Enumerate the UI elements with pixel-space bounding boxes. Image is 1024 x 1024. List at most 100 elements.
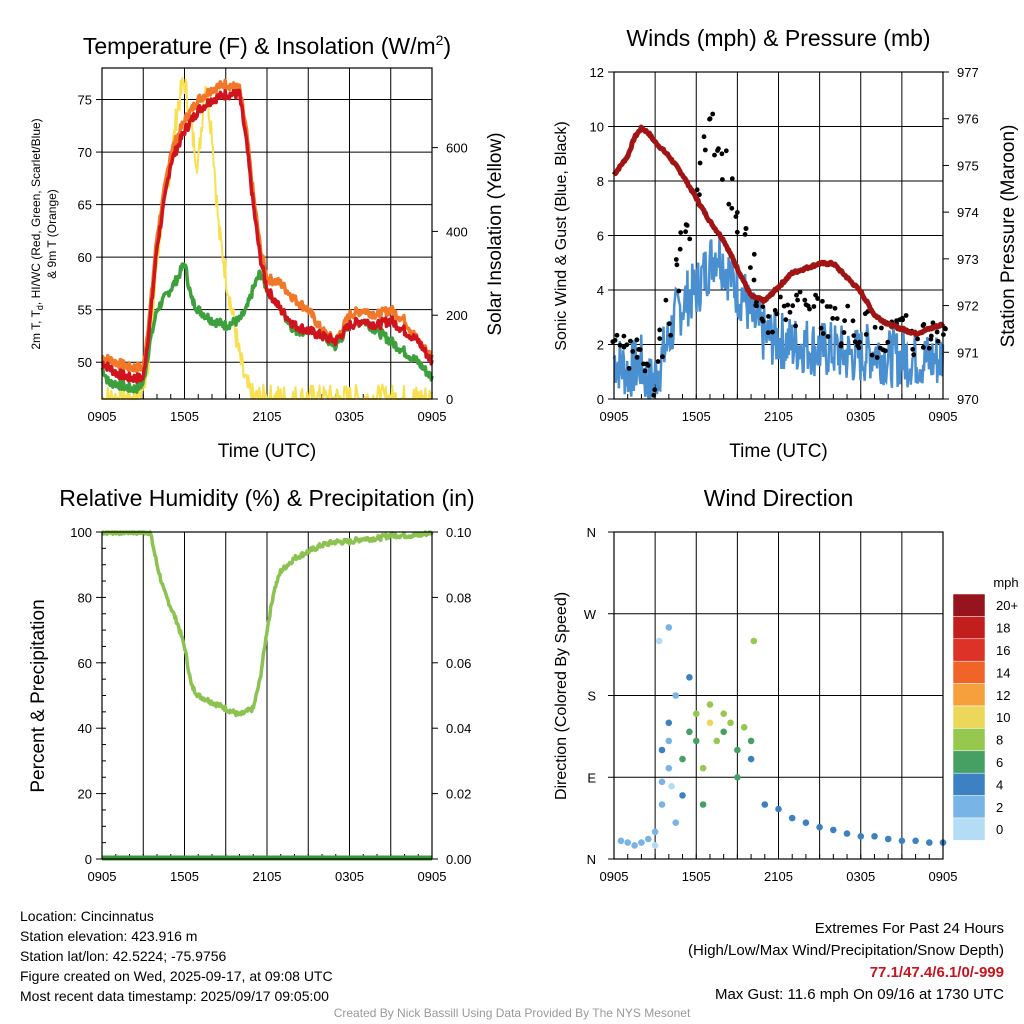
direction-point [679,755,686,763]
gust-point [673,257,679,262]
gust-point [716,146,721,152]
gust-point [720,177,725,182]
legend-swatch [952,638,986,662]
y-tick-label: 55 [78,303,92,318]
y2-tick-label: 970 [957,392,979,407]
y2-axis-label: Solar Insolation (Yellow) [485,132,506,335]
rh-series-line [101,530,434,718]
legend-swatch [952,616,986,640]
gust-point [634,355,640,360]
y-axis-label-line2: & 9m T (Orange) [45,189,59,279]
gust-point [772,308,778,313]
y-tick-label: 20 [78,787,92,802]
gust-point [751,277,757,283]
direction-point [747,737,755,745]
location-text: Location: Cincinnatus [20,908,154,924]
gust-point [760,318,766,324]
y-tick-label: 60 [78,250,92,265]
y2-tick-label: 0.08 [446,590,471,605]
gust-point [660,354,665,360]
x-tick-label: 1505 [170,409,199,424]
latlon-text: Station lat/lon: 42.5224; -75.9756 [20,948,227,964]
gust-point [910,346,916,352]
direction-tick-label: W [584,607,597,622]
x-tick-label: 0905 [929,409,958,424]
gust-point [872,324,878,330]
y-tick-label: 80 [78,590,92,605]
gust-point [710,111,716,117]
direction-point [750,637,758,645]
gust-point [676,288,682,294]
plot-border [101,67,433,400]
gust-point [742,232,748,237]
gust-point [641,361,646,367]
direction-point [871,833,878,840]
gust-point [634,337,640,343]
x-tick-label: 2105 [764,869,793,884]
gust-point [778,294,783,300]
y2-tick-label: 600 [446,141,468,156]
gust-point [723,148,729,154]
y2-tick-label: 0.00 [446,852,471,867]
gust-point [712,152,717,158]
extremes-title: Extremes For Past 24 Hours [814,920,1004,937]
legend-label: 0 [996,822,1003,837]
direction-point [857,833,865,840]
y2-tick-label: 971 [957,345,979,360]
x-tick-label: 2105 [253,409,282,424]
legend-label: 2 [996,800,1003,815]
y2-tick-label: 0.06 [446,656,471,671]
plot-border [613,531,944,860]
x-tick-label: 2105 [764,409,793,424]
gust-point [733,214,739,220]
title-part: ) [443,33,451,59]
legend-label: 20+ [996,598,1018,613]
gust-point [877,345,883,351]
title-part: Temperature (F) & Insolation (W/m [83,33,436,59]
gust-point [719,151,725,157]
gust-point [857,339,862,345]
x-tick-label: 1505 [682,409,711,424]
direction-point [706,719,714,727]
y2-tick-label: 0 [446,392,453,407]
direction-point [672,819,679,826]
gust-point [790,303,796,309]
gust-point [885,339,891,345]
gust-point [827,304,833,309]
y-tick-label: 0 [597,392,604,407]
gust-point [869,352,875,358]
wind-series-line [612,237,945,400]
gust-point [644,361,650,367]
y-tick-label: 0 [85,852,92,867]
gust-point [820,298,825,304]
temp2m-series-line [101,88,434,384]
y-axis-label: 2m T, Td, HI/WC (Red, Green, Scarlet/Blu… [29,118,45,349]
gust-point [726,201,732,207]
direction-point [734,774,741,781]
legend-label: 14 [996,665,1010,680]
legend-label: 18 [996,621,1010,636]
direction-point [658,778,666,786]
gust-point [855,343,861,349]
direction-point [734,746,741,754]
gust-point [838,341,844,347]
gust-point [668,332,674,338]
gust-point [701,134,707,140]
gust-point [702,147,708,153]
direction-point [699,764,707,772]
gust-point [765,330,771,336]
credit-text: Created By Nick Bassill Using Data Provi… [333,1006,691,1020]
gust-point [911,352,917,358]
y-label-line: 2m T, T [29,309,43,349]
chart-title: Wind Direction [704,485,854,511]
y-tick-label: 65 [78,198,92,213]
legend-swatch [952,750,986,774]
legend-swatch [952,772,986,796]
y-label-line: , HI/WC (Red, Green, Scarlet/Blue) [29,118,43,305]
gust-point [729,176,735,182]
direction-point [740,724,748,731]
direction-point [747,755,755,763]
legend-swatch [952,593,986,617]
direction-tick-label: E [587,770,596,785]
